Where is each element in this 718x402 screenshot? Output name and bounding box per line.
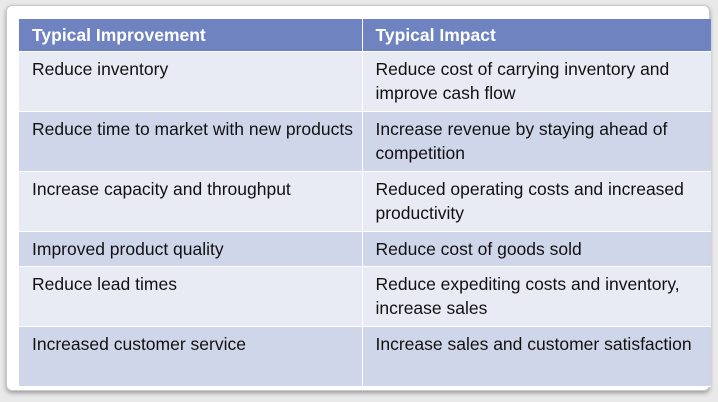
table-header-row: Typical Improvement Typical Impact [19, 19, 711, 52]
impact-cell: Reduced operating costs and increased pr… [361, 170, 711, 232]
table-row: Increase capacity and throughput Reduced… [19, 170, 711, 232]
impact-cell: Reduce cost of goods sold [361, 230, 711, 267]
table-row: Reduce inventory Reduce cost of carrying… [19, 50, 711, 112]
table-row: Improved product quality Reduce cost of … [19, 230, 711, 267]
impact-cell: Increase sales and customer satisfaction [361, 325, 711, 387]
improvement-cell: Increase capacity and throughput [19, 170, 363, 232]
impact-cell: Reduce expediting costs and inventory, i… [361, 265, 711, 327]
improvement-cell: Increased customer service [19, 325, 363, 387]
table-row: Reduce lead times Reduce expediting cost… [19, 265, 711, 327]
impact-cell: Increase revenue by staying ahead of com… [361, 110, 711, 172]
improvement-impact-table: Typical Improvement Typical Impact Reduc… [19, 19, 711, 387]
improvement-cell: Improved product quality [19, 230, 363, 267]
improvement-cell: Reduce inventory [19, 50, 363, 112]
table-row: Increased customer service Increase sale… [19, 325, 711, 387]
header-typical-improvement: Typical Improvement [19, 19, 363, 52]
slide-frame: Typical Improvement Typical Impact Reduc… [6, 5, 711, 391]
improvement-cell: Reduce time to market with new products [19, 110, 363, 172]
impact-cell: Reduce cost of carrying inventory and im… [361, 50, 711, 112]
table-row: Reduce time to market with new products … [19, 110, 711, 172]
header-typical-impact: Typical Impact [361, 19, 711, 52]
improvement-cell: Reduce lead times [19, 265, 363, 327]
